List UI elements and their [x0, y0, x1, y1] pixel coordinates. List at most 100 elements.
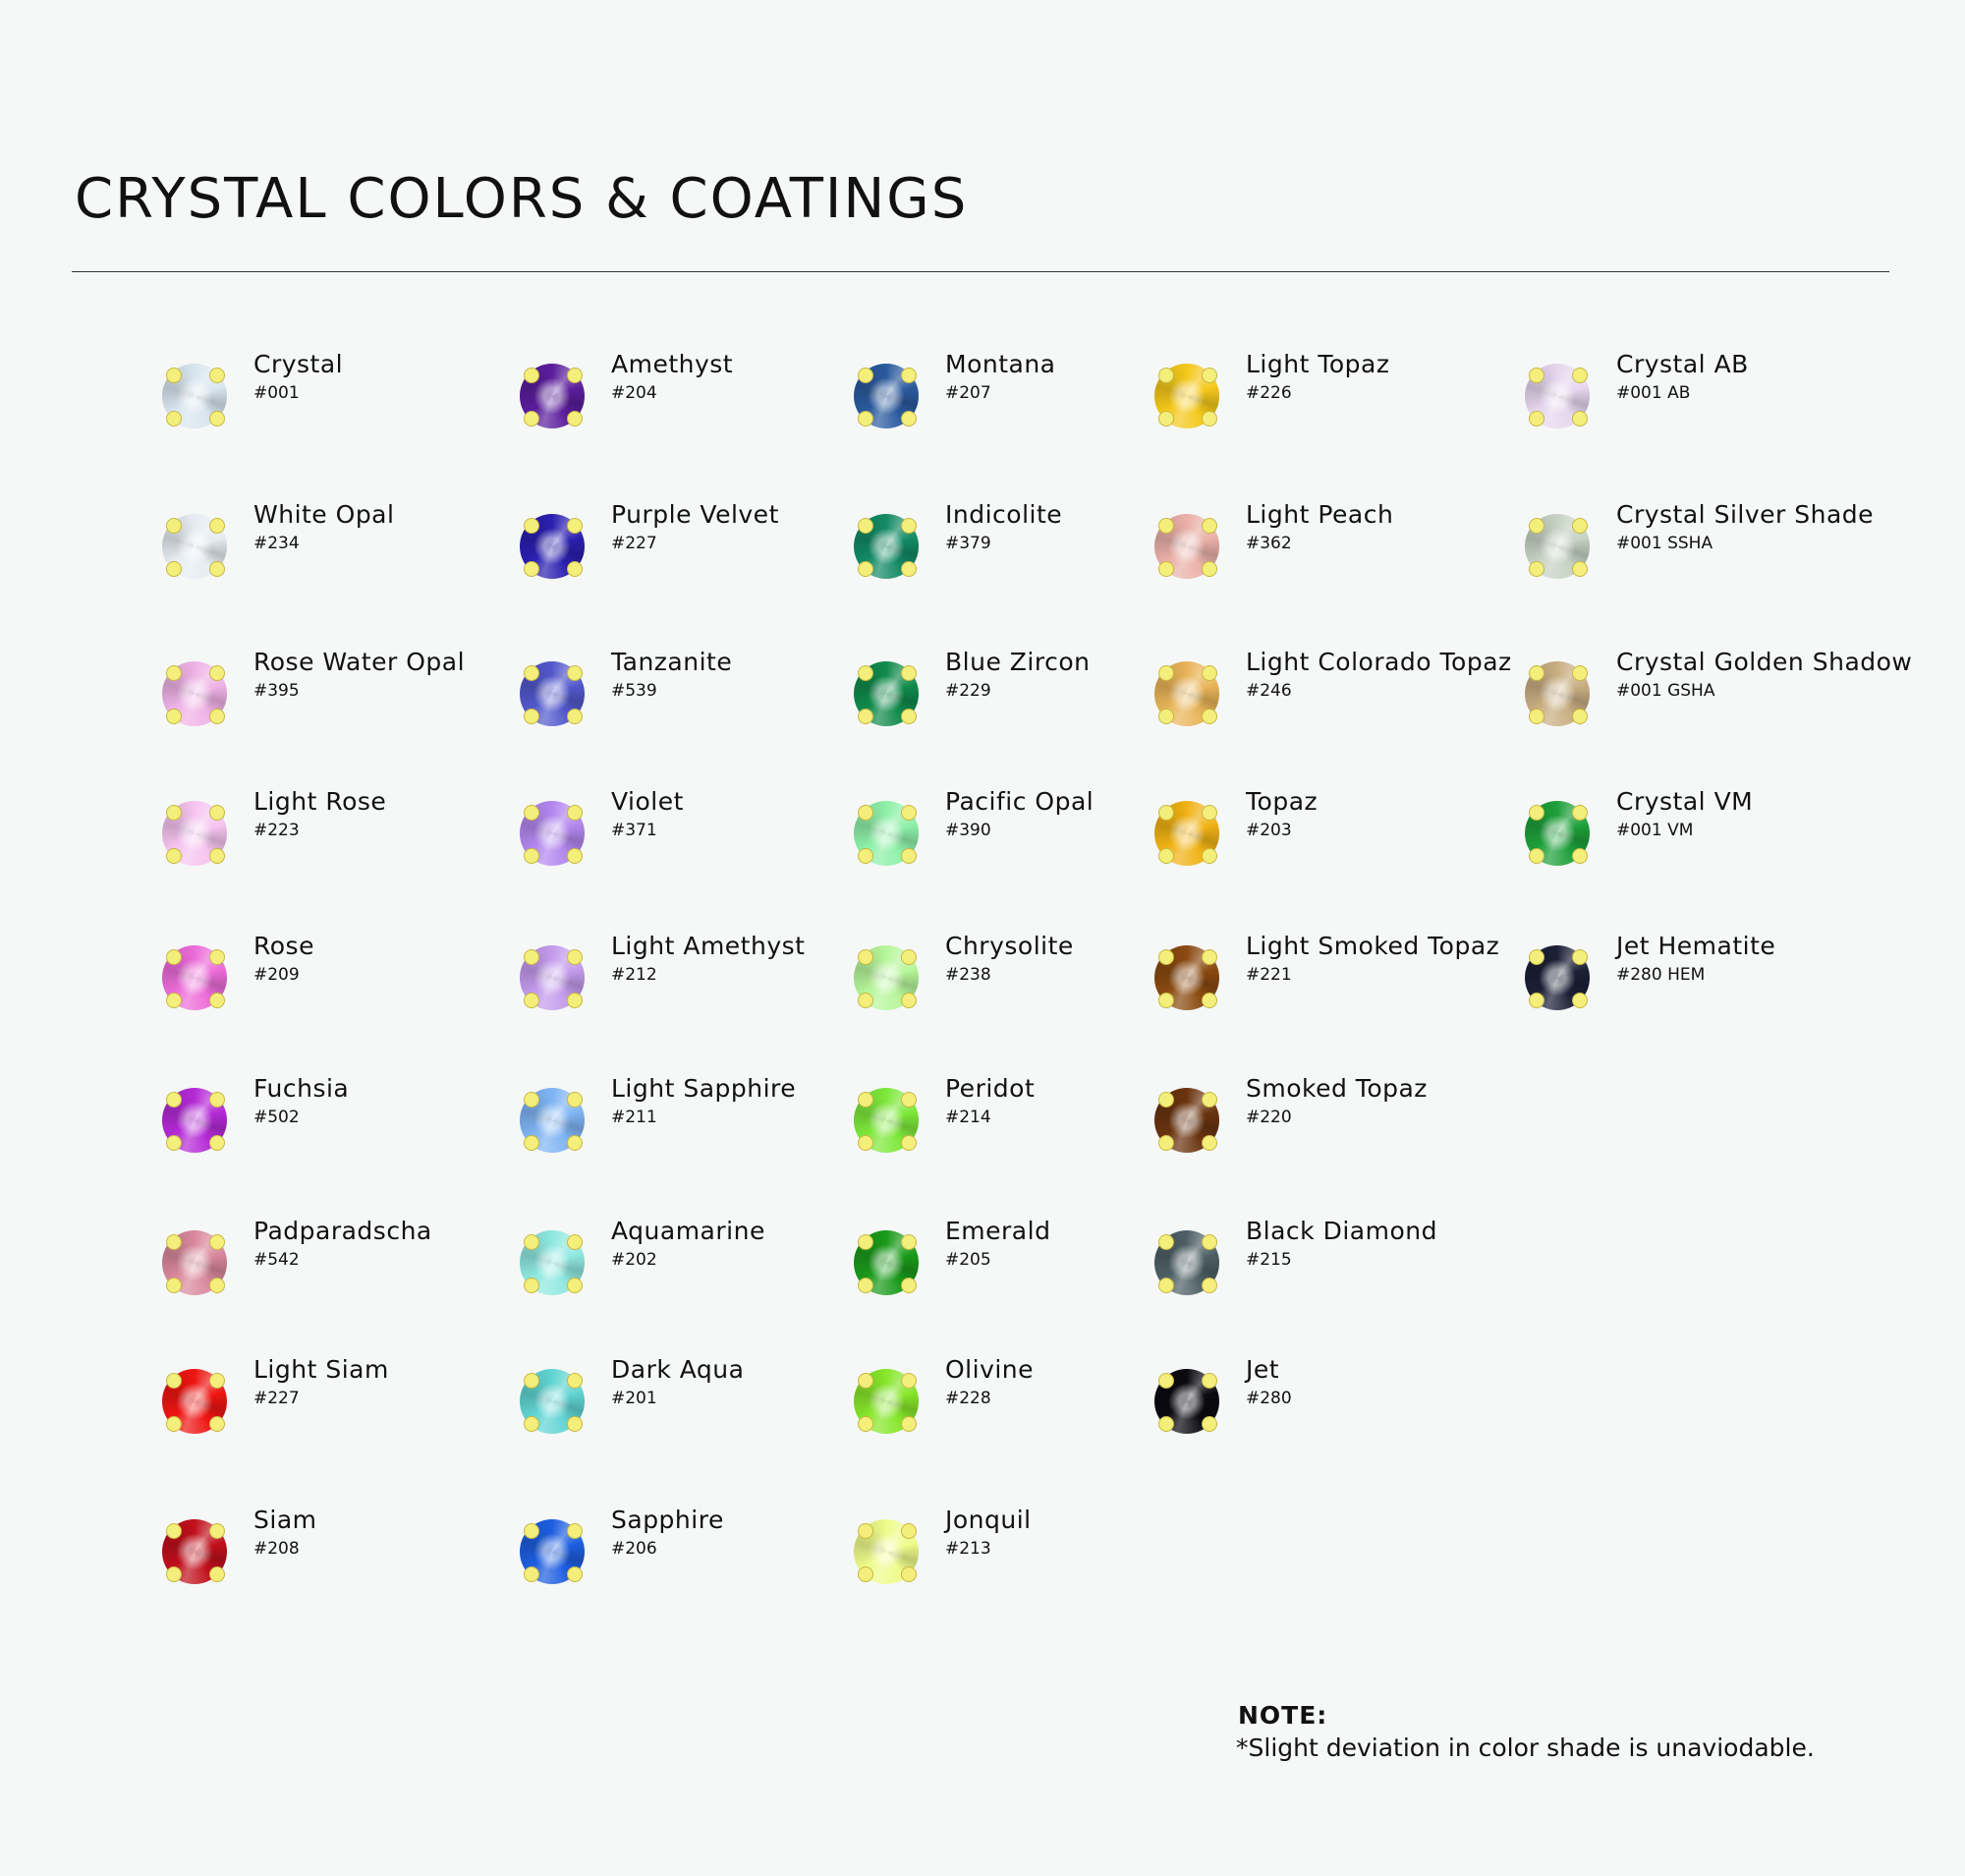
crystal-swatch-icon: [854, 801, 919, 866]
prong-icon: [524, 1373, 539, 1389]
prong-icon: [1572, 848, 1588, 864]
color-name: Light Sapphire: [611, 1074, 797, 1103]
color-name: Light Peach: [1246, 500, 1394, 529]
prong-icon: [524, 1566, 539, 1582]
crystal-swatch-icon: [1154, 514, 1219, 579]
color-name: Light Topaz: [1246, 350, 1390, 378]
crystal-swatch-icon: [854, 661, 919, 726]
crystal-swatch-icon: [854, 1088, 919, 1153]
color-code: #371: [611, 821, 657, 840]
prong-icon: [166, 1373, 182, 1389]
prong-icon: [166, 949, 182, 965]
color-code: #205: [945, 1250, 991, 1270]
color-code: #204: [611, 383, 657, 403]
crystal-swatch-icon: [854, 364, 919, 428]
prong-icon: [1202, 949, 1217, 965]
prong-icon: [1158, 1092, 1174, 1108]
color-name: Crystal Golden Shadow: [1616, 648, 1913, 676]
prong-icon: [858, 1523, 873, 1539]
prong-icon: [166, 993, 182, 1008]
prong-icon: [567, 709, 583, 724]
color-name: Chrysolite: [945, 932, 1074, 960]
color-code: #001 GSHA: [1616, 681, 1715, 701]
color-code: #227: [611, 534, 657, 553]
color-name: Rose Water Opal: [253, 648, 466, 676]
color-name: Sapphire: [611, 1506, 724, 1534]
prong-icon: [1202, 411, 1217, 426]
prong-icon: [858, 1278, 873, 1293]
crystal-swatch-icon: [854, 1369, 919, 1434]
crystal-swatch-icon: [1525, 801, 1590, 866]
prong-icon: [567, 561, 583, 577]
prong-icon: [1529, 848, 1544, 864]
prong-icon: [858, 411, 873, 426]
prong-icon: [901, 1234, 917, 1250]
color-code: #223: [253, 821, 300, 840]
prong-icon: [567, 1135, 583, 1151]
prong-icon: [1202, 1092, 1217, 1108]
prong-icon: [858, 1416, 873, 1432]
color-code: #209: [253, 965, 300, 985]
prong-icon: [209, 1523, 225, 1539]
color-name: Black Diamond: [1246, 1217, 1437, 1245]
crystal-swatch-icon: [1154, 1088, 1219, 1153]
prong-icon: [524, 709, 539, 724]
prong-icon: [1158, 665, 1174, 681]
crystal-swatch-icon: [854, 945, 919, 1010]
prong-icon: [1158, 411, 1174, 426]
prong-icon: [1158, 805, 1174, 821]
color-name: Peridot: [945, 1074, 1036, 1103]
color-code: #390: [945, 821, 991, 840]
prong-icon: [1158, 949, 1174, 965]
prong-icon: [901, 1092, 917, 1108]
color-code: #280: [1246, 1389, 1292, 1408]
prong-icon: [901, 1566, 917, 1582]
color-code: #362: [1246, 534, 1292, 553]
prong-icon: [858, 518, 873, 534]
prong-icon: [1202, 993, 1217, 1008]
crystal-swatch-icon: [520, 1230, 585, 1295]
color-code: #206: [611, 1539, 657, 1559]
color-code: #001: [253, 383, 300, 403]
color-name: Crystal VM: [1616, 787, 1754, 816]
prong-icon: [901, 1135, 917, 1151]
prong-icon: [901, 848, 917, 864]
color-code: #238: [945, 965, 991, 985]
prong-icon: [166, 1523, 182, 1539]
prong-icon: [524, 518, 539, 534]
divider: [72, 271, 1889, 272]
color-name: Siam: [253, 1506, 317, 1534]
color-code: #246: [1246, 681, 1292, 701]
color-name: Montana: [945, 350, 1056, 378]
color-code: #213: [945, 1539, 991, 1559]
color-name: Light Colorado Topaz: [1246, 648, 1512, 676]
prong-icon: [166, 848, 182, 864]
prong-icon: [1158, 1416, 1174, 1432]
prong-icon: [567, 665, 583, 681]
prong-icon: [1572, 368, 1588, 383]
crystal-swatch-icon: [854, 1230, 919, 1295]
color-name: Emerald: [945, 1217, 1051, 1245]
prong-icon: [166, 1566, 182, 1582]
color-name: Pacific Opal: [945, 787, 1095, 816]
prong-icon: [901, 368, 917, 383]
crystal-swatch-icon: [520, 1088, 585, 1153]
prong-icon: [858, 665, 873, 681]
prong-icon: [1158, 518, 1174, 534]
color-code: #220: [1246, 1108, 1292, 1127]
color-code: #502: [253, 1108, 300, 1127]
color-name: Blue Zircon: [945, 648, 1091, 676]
color-name: Light Siam: [253, 1355, 389, 1384]
color-name: Fuchsia: [253, 1074, 350, 1103]
color-name: Jonquil: [945, 1506, 1032, 1534]
prong-icon: [858, 1092, 873, 1108]
prong-icon: [524, 993, 539, 1008]
prong-icon: [524, 665, 539, 681]
prong-icon: [567, 1373, 583, 1389]
note-title: NOTE:: [1238, 1701, 1328, 1730]
prong-icon: [209, 805, 225, 821]
prong-icon: [1158, 709, 1174, 724]
prong-icon: [901, 709, 917, 724]
prong-icon: [1202, 1234, 1217, 1250]
prong-icon: [1158, 368, 1174, 383]
